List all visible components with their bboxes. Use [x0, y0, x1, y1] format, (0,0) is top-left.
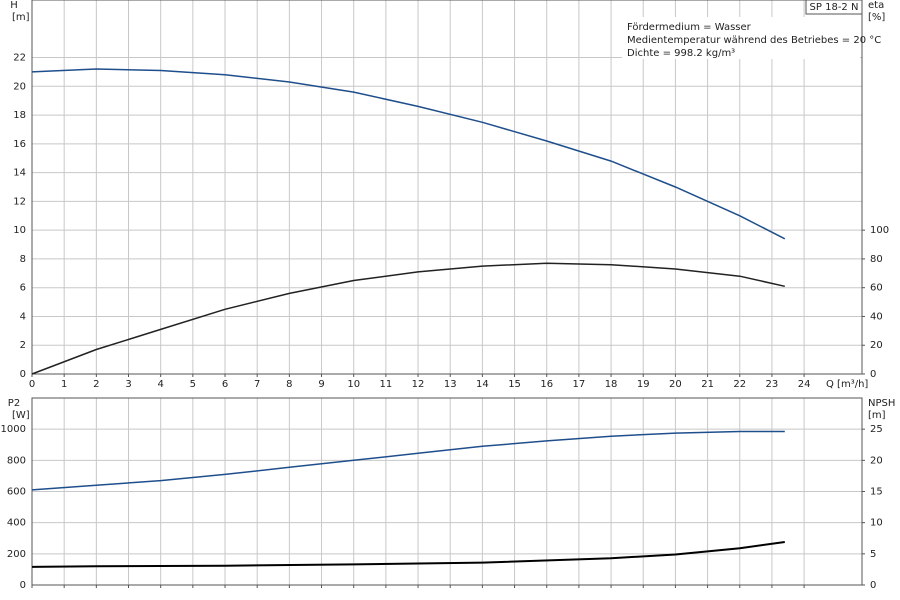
y2-tick-label: 25	[870, 424, 883, 435]
x-tick-label: 18	[605, 379, 618, 390]
x-tick-label: 7	[254, 379, 260, 390]
x-tick-label: 19	[637, 379, 650, 390]
x-tick-label: 14	[476, 379, 489, 390]
y2-tick-label: 15	[870, 487, 883, 498]
y-axis-label: H	[10, 0, 18, 11]
y-tick-label: 0	[20, 369, 26, 380]
annotation: Medientemperatur während des Betriebes =…	[627, 35, 881, 46]
y-tick-label: 20	[13, 81, 26, 92]
x-tick-label: 11	[380, 379, 393, 390]
y2-axis-label: NPSH	[868, 398, 895, 409]
y-tick-label: 1000	[1, 424, 26, 435]
y2-tick-label: 0	[870, 369, 876, 380]
y-tick-label: 400	[7, 518, 26, 529]
x-tick-label: 9	[318, 379, 324, 390]
y-tick-label: 200	[7, 549, 26, 560]
y-tick-label: 14	[13, 168, 26, 179]
y-tick-label: 18	[13, 110, 26, 121]
y2-axis-label: eta	[868, 0, 884, 11]
curve	[31, 430, 785, 491]
y-tick-label: 8	[20, 254, 26, 265]
x-axis-label: Q [m³/h]	[826, 379, 868, 390]
x-tick-label: 2	[93, 379, 99, 390]
y-tick-label: 22	[13, 53, 26, 64]
x-tick-label: 3	[125, 379, 131, 390]
x-tick-label: 10	[347, 379, 360, 390]
y-axis-unit: [m]	[12, 12, 30, 23]
y-tick-label: 800	[7, 455, 26, 466]
y2-tick-label: 10	[870, 518, 883, 529]
x-tick-label: 1	[61, 379, 67, 390]
x-tick-label: 8	[286, 379, 292, 390]
x-tick-label: 24	[798, 379, 811, 390]
x-tick-label: 6	[222, 379, 228, 390]
x-tick-label: 22	[733, 379, 746, 390]
annotation-box	[622, 17, 860, 59]
model-box	[805, 0, 863, 15]
y-tick-label: 16	[13, 139, 26, 150]
y2-axis-unit: [m]	[868, 410, 886, 421]
x-tick-label: 20	[669, 379, 682, 390]
y2-tick-label: 0	[870, 580, 876, 591]
x-tick-label: 17	[573, 379, 586, 390]
curve	[31, 541, 785, 568]
y-tick-label: 10	[13, 225, 26, 236]
y-tick-label: 4	[20, 311, 26, 322]
x-tick-label: 23	[766, 379, 779, 390]
x-tick-label: 15	[508, 379, 521, 390]
x-tick-label: 16	[540, 379, 553, 390]
model-label: SP 18-2 N	[810, 2, 859, 13]
y2-tick-label: 60	[870, 283, 883, 294]
y-tick-label: 0	[20, 580, 26, 591]
y-tick-label: 12	[13, 196, 26, 207]
curve	[31, 68, 786, 240]
y-tick-label: 600	[7, 487, 26, 498]
y-tick-label: 6	[20, 283, 26, 294]
x-tick-label: 21	[701, 379, 714, 390]
x-tick-label: 5	[190, 379, 196, 390]
annotation: Fördermedium = Wasser	[627, 22, 752, 33]
y2-axis-unit: [%]	[868, 12, 885, 23]
y2-tick-label: 100	[870, 225, 889, 236]
plot-frame	[31, 397, 863, 586]
y2-tick-label: 20	[870, 455, 883, 466]
plot-frame	[31, 0, 863, 375]
x-tick-label: 0	[29, 379, 35, 390]
x-tick-label: 12	[412, 379, 425, 390]
y-tick-label: 2	[20, 340, 26, 351]
y2-tick-label: 5	[870, 549, 876, 560]
annotation: Dichte = 998.2 kg/m³	[627, 48, 735, 59]
x-tick-label: 4	[157, 379, 163, 390]
y-axis-label: P2	[8, 398, 20, 409]
x-tick-label: 13	[444, 379, 457, 390]
curve	[31, 262, 785, 375]
y2-tick-label: 40	[870, 311, 883, 322]
y2-tick-label: 20	[870, 340, 883, 351]
y-axis-unit: [W]	[12, 410, 30, 421]
y2-tick-label: 80	[870, 254, 883, 265]
